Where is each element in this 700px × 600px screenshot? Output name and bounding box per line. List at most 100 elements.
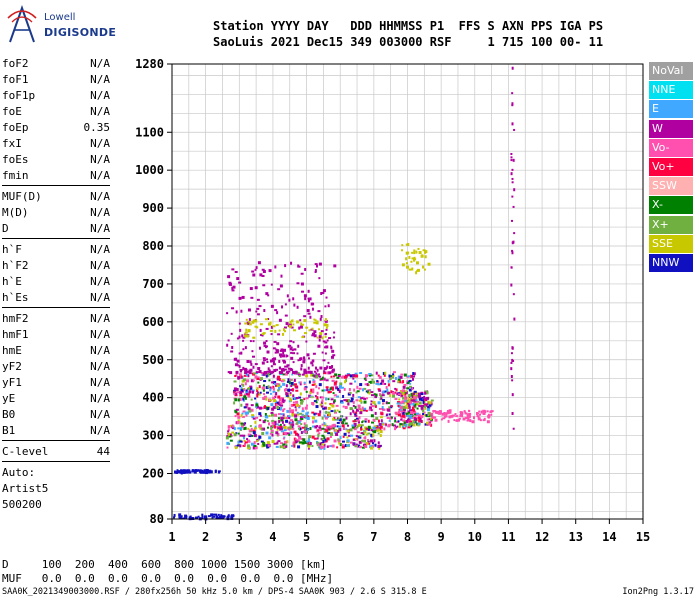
echo-point <box>315 372 318 375</box>
echo-point <box>355 419 359 422</box>
echo-point <box>331 365 334 369</box>
echo-point <box>337 387 340 391</box>
echo-point <box>242 366 245 370</box>
echo-point <box>303 368 307 372</box>
echo-point <box>405 262 408 265</box>
echo-point <box>288 381 291 385</box>
echo-point <box>459 414 463 418</box>
echo-point <box>402 385 406 389</box>
echo-point <box>254 375 258 379</box>
echo-point <box>304 427 307 430</box>
echo-point <box>510 172 513 176</box>
echo-point <box>322 340 326 343</box>
echo-point <box>318 383 322 387</box>
echo-point <box>321 437 324 441</box>
echo-point <box>278 329 281 332</box>
echo-point <box>510 367 513 371</box>
param-separator <box>2 461 110 462</box>
echo-point <box>272 385 275 389</box>
echo-point <box>408 255 411 259</box>
echo-point <box>432 416 436 419</box>
echo-point <box>364 426 368 429</box>
echo-point <box>289 425 292 429</box>
echo-point <box>246 379 250 383</box>
echo-point <box>243 422 246 426</box>
echo-point <box>265 374 268 378</box>
echo-point <box>406 380 409 383</box>
x-tick-label: 9 <box>438 530 445 544</box>
echo-point <box>276 342 280 346</box>
echo-point <box>381 394 385 397</box>
echo-point <box>273 420 277 424</box>
param-row: yE N/A <box>2 391 112 407</box>
y-tick-label: 800 <box>142 239 164 253</box>
echo-point <box>368 408 372 411</box>
echo-point <box>306 309 310 313</box>
echo-point <box>291 427 295 430</box>
echo-point <box>422 413 425 416</box>
echo-point <box>247 446 251 450</box>
echo-point <box>297 373 301 376</box>
param-row: B0 N/A <box>2 407 112 423</box>
echo-point <box>358 436 362 439</box>
echo-point <box>333 331 336 334</box>
echo-point <box>334 418 338 421</box>
echo-point <box>511 379 514 382</box>
echo-point <box>205 471 209 475</box>
echo-point <box>296 352 299 355</box>
echo-point <box>338 410 341 413</box>
echo-point <box>263 359 267 362</box>
echo-point <box>391 423 394 427</box>
echo-point <box>446 410 450 413</box>
echo-point <box>407 411 410 414</box>
param-name: hmF1 <box>2 328 29 341</box>
echo-point <box>403 421 406 425</box>
echo-point <box>242 434 246 437</box>
echo-point <box>383 408 386 411</box>
echo-point <box>348 388 351 392</box>
echo-point <box>386 388 389 392</box>
echo-point <box>277 395 281 399</box>
echo-point <box>370 403 373 406</box>
echo-point <box>397 404 400 407</box>
echo-point <box>511 66 514 70</box>
echo-point <box>272 359 275 363</box>
echo-point <box>455 415 459 418</box>
echo-point <box>401 425 404 428</box>
echo-point <box>259 323 263 326</box>
echo-point <box>376 428 379 431</box>
echo-point <box>422 249 426 252</box>
echo-point <box>304 297 307 301</box>
echo-point <box>347 402 350 406</box>
echo-point <box>476 412 480 415</box>
echo-point <box>262 420 266 424</box>
echo-point <box>266 407 269 411</box>
echo-point <box>513 128 516 131</box>
echo-point <box>341 445 345 449</box>
echo-point <box>380 396 383 400</box>
echo-point <box>510 156 513 159</box>
echo-point <box>511 251 514 255</box>
echo-point <box>338 417 341 420</box>
echo-point <box>442 417 446 420</box>
echo-point <box>301 413 304 416</box>
echo-point <box>268 379 271 382</box>
echo-point <box>320 292 323 296</box>
echo-point <box>319 424 322 427</box>
param-row: M(D) N/A <box>2 205 112 221</box>
echo-point <box>322 440 325 444</box>
echo-point <box>227 275 231 279</box>
echo-point <box>327 427 330 430</box>
echo-point <box>269 329 273 332</box>
echo-point <box>318 277 321 280</box>
param-name: MUF(D) <box>2 190 42 203</box>
echo-point <box>304 415 308 419</box>
echo-point <box>271 358 274 361</box>
echo-point <box>331 404 335 408</box>
echo-point <box>297 420 301 424</box>
echo-point <box>369 439 373 443</box>
echo-point <box>356 437 359 441</box>
echo-point <box>416 422 420 426</box>
echo-point <box>379 434 382 438</box>
echo-point <box>295 440 299 443</box>
